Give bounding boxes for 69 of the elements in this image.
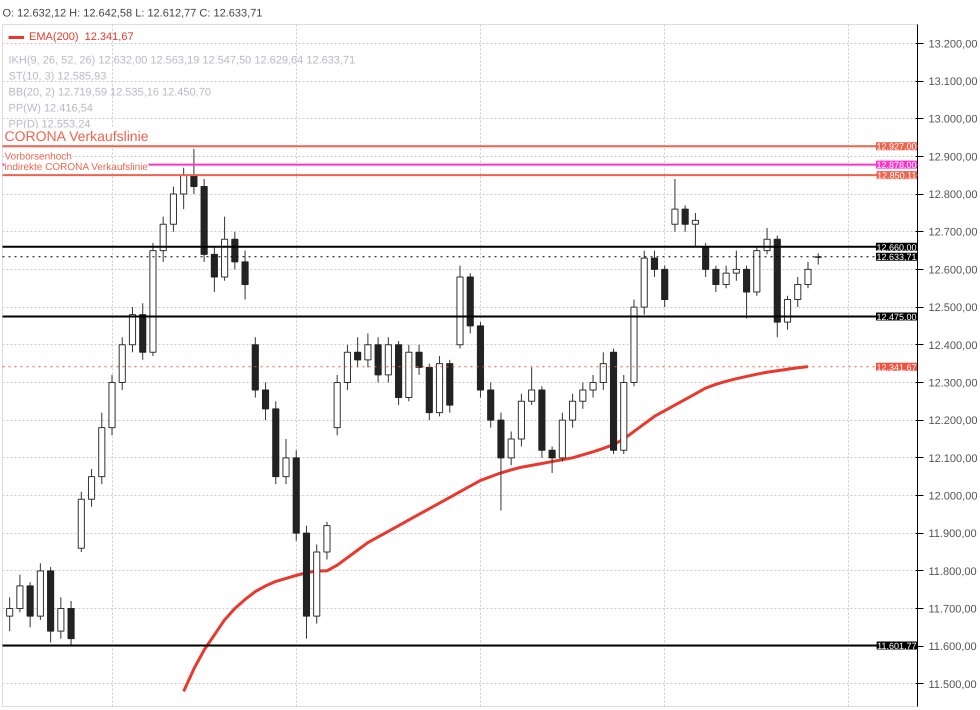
candlestick <box>528 366 536 406</box>
y-tick-label: 11.800,00 <box>928 566 977 578</box>
y-tick-label: 12.800,00 <box>928 189 978 202</box>
candlestick <box>364 332 372 368</box>
candlestick <box>354 336 362 368</box>
ref-line-label: 11.601,77 <box>877 641 917 652</box>
annotation: PP(D) 12.553,24 <box>8 118 90 130</box>
ref-line-label: 12.850,11 <box>877 170 917 181</box>
y-tick-label: 13.100,00 <box>928 76 978 88</box>
candlestick <box>262 382 270 421</box>
candlestick <box>88 468 96 508</box>
y-tick-label: 12.400,00 <box>928 340 978 352</box>
y-tick-label: 12.000,00 <box>928 490 978 502</box>
candlestick <box>682 204 689 232</box>
candlestick <box>784 295 792 330</box>
candlestick <box>241 250 249 300</box>
y-tick-label: 13.200,00 <box>928 38 978 50</box>
candlestick <box>722 265 730 289</box>
y-tick-label: 11.900,00 <box>928 528 977 540</box>
annotation: ST(10, 3) 12.585,93 <box>8 70 106 82</box>
y-tick-label: 12.100,00 <box>928 452 978 465</box>
y-tick-label: 13.000,00 <box>928 114 978 126</box>
ref-line-label: 12.341,67 <box>876 362 917 372</box>
y-tick-label: 12.700,00 <box>928 226 978 239</box>
line-series <box>182 365 810 693</box>
candlestick <box>600 352 607 390</box>
ref-line-label: 12.660,00 <box>876 242 917 252</box>
annotation: IKH(9, 26, 52, 26) 12.632,00 12.563,19 12.547,50 12.629,64 12.633,71 <box>8 54 356 66</box>
candlestick <box>210 246 218 293</box>
y-tick-label: 12.500,00 <box>928 302 978 314</box>
y-tick-label: 12.200,00 <box>928 415 978 428</box>
candlestick <box>671 178 679 232</box>
candlestick <box>712 265 720 293</box>
candlestick <box>814 252 822 266</box>
y-tick-label: 12.300,00 <box>928 377 978 390</box>
candlestick <box>732 250 740 282</box>
ref-line-label: 12.927,00 <box>876 142 917 152</box>
candlestick <box>743 265 750 319</box>
candlestick <box>589 374 597 398</box>
candlestick <box>569 393 576 428</box>
candlestick <box>579 382 586 410</box>
y-tick-label: 12.600,00 <box>928 264 978 276</box>
annotation: Vorbörsenhoch <box>4 152 72 163</box>
ref-line-label: 12.475,00 <box>876 312 917 322</box>
candlestick <box>6 596 14 632</box>
annotation: BB(20, 2) 12.719,59 12.535,16 12.450,70 <box>8 86 211 98</box>
candlestick <box>180 167 188 210</box>
y-tick-label: 11.700,00 <box>928 604 977 616</box>
chart-title: O: 12.632,12 H: 12.642,58 L: 12.612,77 C: 12.633,71 <box>2 8 262 20</box>
candlestick <box>508 430 515 466</box>
candlestick <box>16 574 24 613</box>
annotation: PP(W) 12.416,54 <box>8 102 93 114</box>
candlestick <box>650 250 658 278</box>
ref-line-label: 12.878,00 <box>876 160 917 170</box>
candlestick <box>692 212 699 248</box>
annotation: indirekte CORONA Verkaufslinie <box>4 162 148 174</box>
y-tick-label: 12.900,00 <box>928 151 978 164</box>
candlestick <box>794 276 802 308</box>
ref-line-label: 12.633,71 <box>876 252 917 262</box>
annotation: CORONA Verkaufslinie <box>4 128 149 144</box>
y-tick-label: 11.500,00 <box>928 678 977 691</box>
candlestick <box>415 344 423 376</box>
candlestick <box>804 261 812 289</box>
candlestick <box>702 242 710 278</box>
text: EMA(200) 12.341,67 <box>29 30 134 44</box>
candlestick <box>548 446 556 474</box>
candlestick <box>282 438 290 485</box>
y-tick-label: 11.600,00 <box>928 641 977 654</box>
candlestick <box>57 596 64 640</box>
